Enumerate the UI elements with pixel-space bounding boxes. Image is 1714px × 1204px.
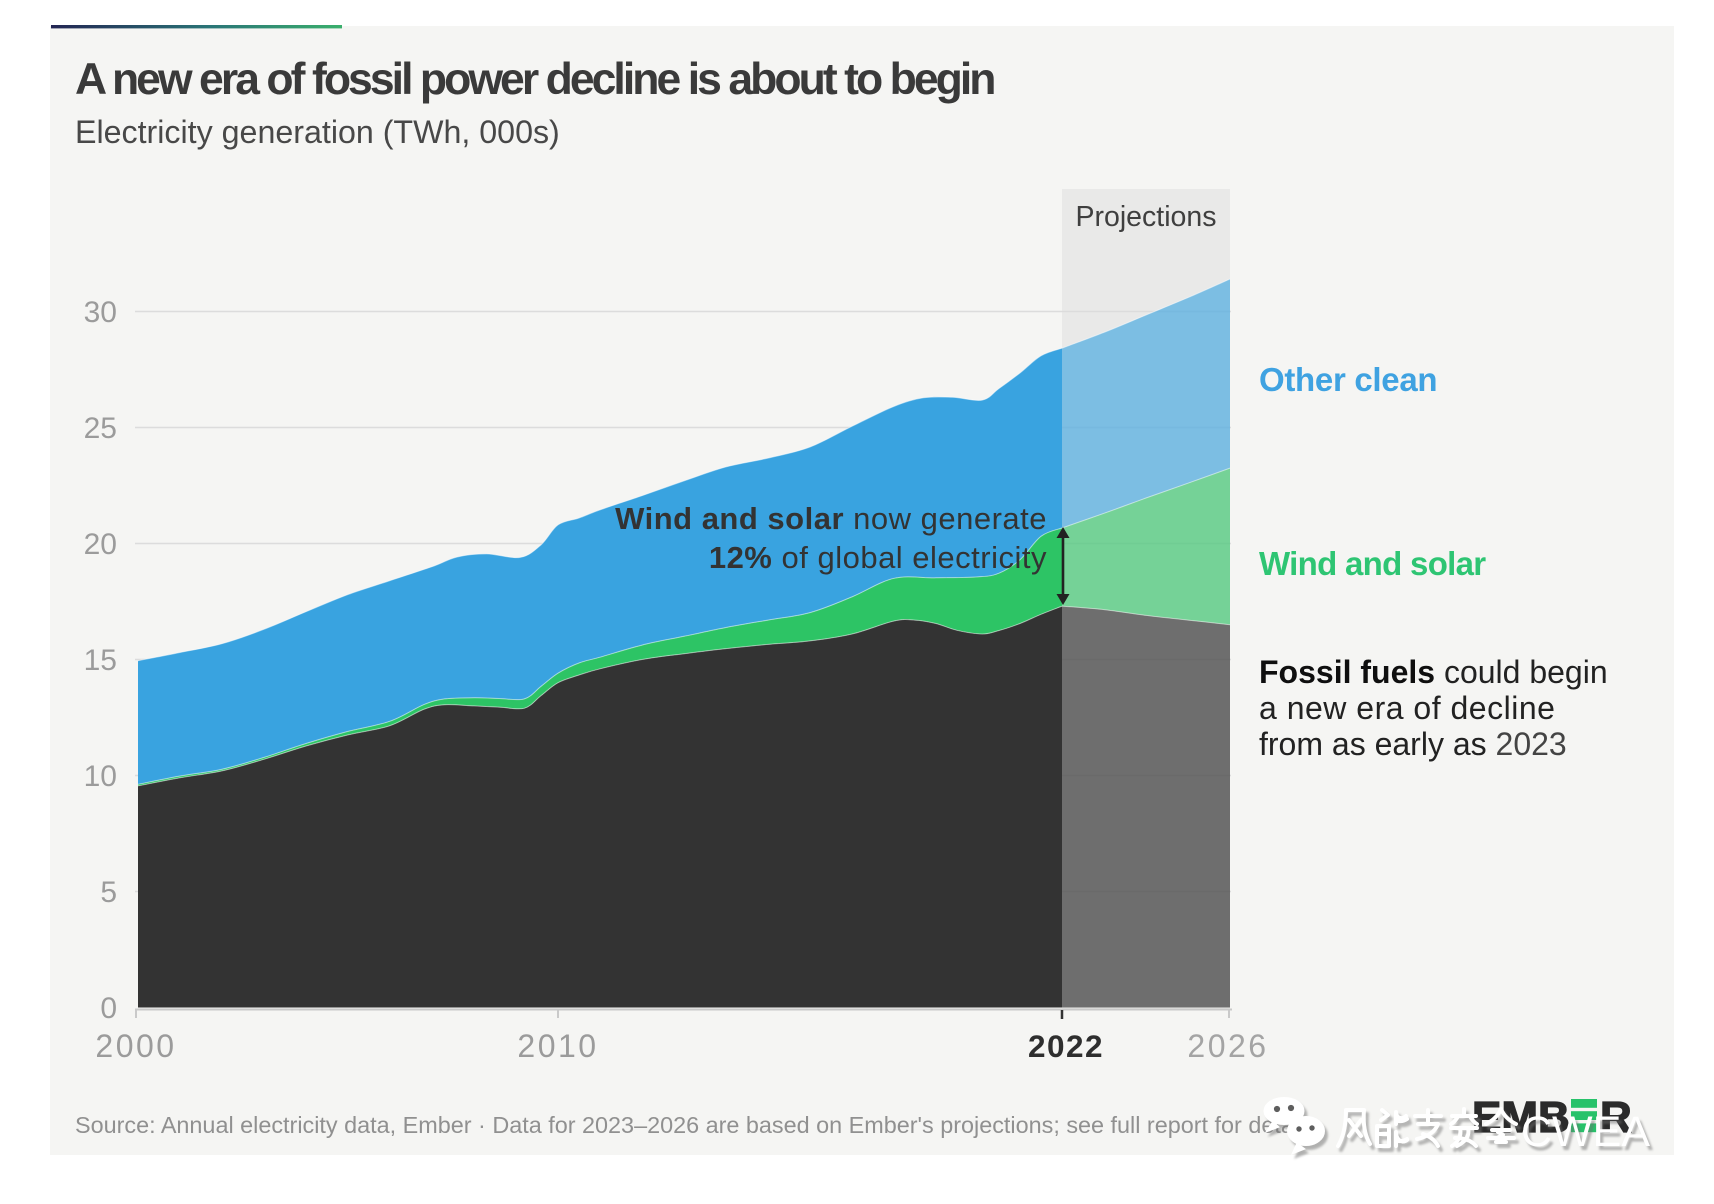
- svg-text:2010: 2010: [517, 1028, 598, 1064]
- svg-text:30: 30: [84, 296, 117, 329]
- svg-text:A new era of fossil power decl: A new era of fossil power decline is abo…: [75, 55, 994, 104]
- svg-text:10: 10: [84, 760, 117, 793]
- svg-text:2000: 2000: [95, 1028, 176, 1064]
- svg-text:25: 25: [84, 412, 117, 445]
- svg-text:0: 0: [100, 992, 117, 1025]
- svg-text:EMB: EMB: [1472, 1093, 1570, 1142]
- svg-text:Wind and solar now generate: Wind and solar now generate: [615, 501, 1047, 536]
- svg-text:Projections: Projections: [1076, 201, 1217, 233]
- svg-text:Other clean: Other clean: [1259, 361, 1437, 398]
- svg-text:2022: 2022: [1028, 1028, 1104, 1064]
- svg-text:CWEA: CWEA: [1524, 1112, 1653, 1160]
- svg-text:Fossil fuels could begin: Fossil fuels could begin: [1259, 654, 1608, 690]
- svg-text:2026: 2026: [1187, 1028, 1268, 1064]
- svg-text:Source: Annual electricity dat: Source: Annual electricity data, Ember ·…: [75, 1112, 1316, 1138]
- svg-text:Wind and solar: Wind and solar: [1259, 545, 1486, 582]
- svg-text:from as early as 2023: from as early as 2023: [1259, 726, 1567, 762]
- svg-text:20: 20: [84, 528, 117, 561]
- svg-text:15: 15: [84, 644, 117, 677]
- svg-text:CWEA: CWEA: [1521, 1108, 1650, 1156]
- svg-text:12% of global electricity: 12% of global electricity: [709, 540, 1047, 575]
- svg-text:Electricity generation (TWh, 0: Electricity generation (TWh, 000s): [75, 114, 560, 150]
- svg-text:5: 5: [100, 876, 117, 909]
- svg-text:a new era of decline: a new era of decline: [1259, 690, 1555, 726]
- svg-text:R: R: [1600, 1093, 1632, 1142]
